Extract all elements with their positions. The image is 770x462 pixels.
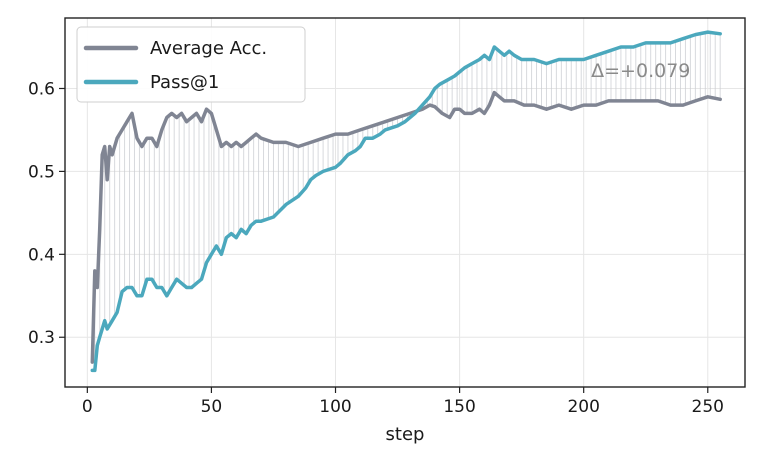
- x-tick-label: 50: [201, 397, 223, 417]
- grid: [65, 18, 745, 387]
- series-line-average-acc: [90, 90, 722, 364]
- delta-annotation: Δ=+0.079: [591, 60, 690, 82]
- x-tick-label: 250: [692, 397, 724, 417]
- series-lines: [90, 30, 722, 373]
- x-tick-label: 200: [567, 397, 599, 417]
- x-tick-label: 100: [319, 397, 351, 417]
- series-line-pass-at-1: [90, 30, 722, 373]
- plot-frame: [64, 17, 746, 388]
- x-tick-label: 150: [443, 397, 475, 417]
- legend-label-pass-at-1: Pass@1: [150, 72, 219, 93]
- y-tick-label: 0.4: [28, 245, 55, 265]
- x-axis-label: step: [386, 424, 425, 445]
- legend-label-average-acc: Average Acc.: [150, 38, 267, 59]
- y-tick-label: 0.3: [28, 328, 55, 348]
- ticks: 0 50 100 150 200 250 0.3 0.4 0.5 0.6: [28, 79, 724, 417]
- x-tick-label: 0: [82, 397, 93, 417]
- y-tick-label: 0.6: [28, 79, 55, 99]
- legend: Average Acc. Pass@1: [76, 26, 306, 103]
- y-tick-label: 0.5: [28, 162, 55, 182]
